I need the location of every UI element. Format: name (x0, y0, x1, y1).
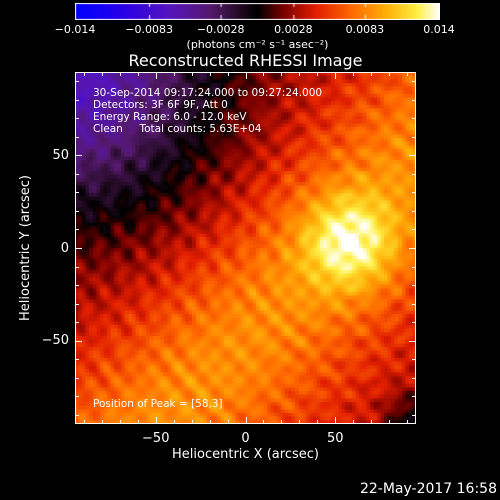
y-tick-label: 0 (60, 240, 69, 256)
annotation-detectors: Detectors: 3F 6F 9F, Att 0 (93, 99, 228, 111)
annotation-clean-counts: Clean Total counts: 5.63E+04 (93, 123, 262, 135)
y-tick-label: 50 (52, 147, 69, 163)
y-tick-label: −50 (41, 333, 69, 349)
heatmap-image (75, 72, 416, 424)
chart-title: Reconstructed RHESSI Image (128, 51, 363, 70)
annotation-time-range: 30-Sep-2014 09:17:24.000 to 09:27:24.000 (93, 87, 323, 99)
x-tick-label: 50 (326, 431, 344, 446)
peak-position-label: Position of Peak = [58,3] (93, 398, 223, 410)
y-axis-label: Heliocentric Y (arcsec) (18, 175, 33, 321)
footer-date: 22-May-2017 16:58 (359, 481, 497, 497)
colorbar-unit-label: (photons cm⁻² s⁻¹ asec⁻²) (186, 38, 329, 51)
colorbar-tick-label: −0.0083 (125, 23, 173, 36)
colorbar-tick-label: 0.014 (423, 23, 455, 36)
colorbar-gradient (75, 3, 440, 20)
colorbar-tick-label: 0.0083 (345, 23, 385, 36)
annotation-energy-range: Energy Range: 6.0 - 12.0 keV (93, 111, 247, 123)
x-axis-label: Heliocentric X (arcsec) (172, 447, 319, 462)
x-tick-label: −50 (142, 431, 170, 446)
x-tick-label: 0 (241, 431, 250, 446)
colorbar-tick-label: 0.0028 (274, 23, 313, 36)
colorbar-tick-label: −0.014 (54, 23, 96, 36)
colorbar-tick-label: −0.0028 (196, 23, 245, 36)
